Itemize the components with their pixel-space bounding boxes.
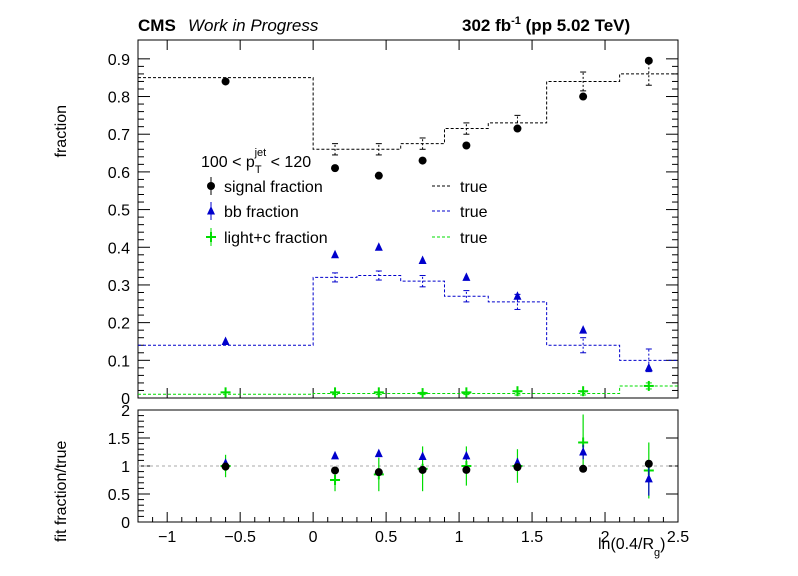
lower-x-tick-label: 2 xyxy=(601,529,610,546)
signal-fraction-point xyxy=(644,56,653,65)
light-fraction-point xyxy=(330,387,341,398)
bb-fraction-point xyxy=(331,249,340,259)
upper-y-tick-label: 0.1 xyxy=(108,353,130,370)
legend-signal-label: signal fraction xyxy=(224,179,323,196)
lower-y-tick-label: 0 xyxy=(121,515,130,532)
bb-ratio-point xyxy=(644,473,653,483)
legend-signal-marker xyxy=(207,182,215,190)
legend-light-label: light+c fraction xyxy=(224,230,328,247)
legend-bb-marker xyxy=(207,206,215,215)
legend-signal-true-label: true xyxy=(460,179,488,196)
upper-y-tick-label: 0.9 xyxy=(108,52,130,69)
upper-y-tick-label: 0.3 xyxy=(108,278,130,295)
signal-ratio-point xyxy=(644,459,653,468)
bb-fraction-point xyxy=(579,325,588,334)
bb-ratio-point xyxy=(579,447,588,456)
bb-fraction-point xyxy=(513,291,522,300)
upper-axis-ticks: 0 0.1 0.2 0.3 0.4 0.5 0.6 0.7 0.8 0.9 xyxy=(108,40,679,408)
bb-fraction-point xyxy=(462,272,471,281)
light-fraction-point xyxy=(643,380,654,391)
legend-light-true-label: true xyxy=(460,230,488,247)
signal-fraction-point xyxy=(462,141,471,150)
signal-ratio-point xyxy=(462,465,471,474)
upper-plot-frame xyxy=(137,39,679,399)
bb-fraction-point xyxy=(374,242,383,251)
signal-ratio-point xyxy=(418,465,427,474)
legend-markers xyxy=(206,177,452,246)
signal-ratio-point xyxy=(374,468,383,477)
upper-y-tick-label: 0.6 xyxy=(108,165,130,182)
lower-y-tick-label: 0.5 xyxy=(108,487,130,504)
light-ratio-point xyxy=(330,475,341,485)
lower-y-tick-label: 1.5 xyxy=(108,431,130,448)
lower-y-axis-label: fit fraction/true xyxy=(53,441,70,542)
bb-ratio-point xyxy=(331,450,340,460)
bb-ratio-point xyxy=(374,448,383,458)
legend: 100 < pTjet < 120 signal fraction bb fra… xyxy=(201,147,488,247)
upper-y-tick-label: 0.2 xyxy=(108,316,130,333)
signal-fraction-point xyxy=(418,156,427,165)
bb-fraction-point xyxy=(418,255,427,264)
upper-y-tick-label: 0.8 xyxy=(108,90,130,107)
signal-fraction-point xyxy=(221,77,230,86)
lower-x-tick-label: −1 xyxy=(158,529,176,546)
legend-bb-true-label: true xyxy=(460,204,488,221)
signal-fraction-point xyxy=(513,124,522,133)
bb-fraction-point xyxy=(644,362,653,372)
work-in-progress-label: Work in Progress xyxy=(188,16,319,35)
bb-ratio-point xyxy=(462,450,471,460)
x-axis-label: ln(0.4/Rg) xyxy=(598,536,665,559)
lower-x-tick-label: 0.5 xyxy=(375,529,397,546)
light-fraction-point xyxy=(578,386,589,397)
upper-y-tick-label: 0.4 xyxy=(108,240,130,257)
bb-ratio-point xyxy=(418,451,427,460)
light-true-histogram xyxy=(138,385,678,395)
light-fraction-point xyxy=(220,387,231,398)
light-fraction-point xyxy=(512,386,523,397)
legend-title: 100 < pTjet < 120 xyxy=(201,147,311,176)
light-fraction-point xyxy=(461,387,472,398)
upper-y-tick-label: 0.5 xyxy=(108,203,130,220)
upper-y-tick-label: 0.7 xyxy=(108,127,130,144)
signal-ratio-point xyxy=(221,462,230,471)
legend-bb-label: bb fraction xyxy=(224,204,299,221)
light-fraction-point xyxy=(373,387,384,398)
upper-y-tick-label: 0 xyxy=(121,391,130,408)
cms-label: CMS xyxy=(138,16,176,35)
signal-fraction-point xyxy=(374,171,383,180)
upper-data-points xyxy=(220,56,654,399)
bb-true-histogram xyxy=(138,275,678,361)
upper-y-axis-label: fraction xyxy=(53,105,70,157)
signal-ratio-point xyxy=(331,466,340,475)
true-histograms xyxy=(138,62,678,396)
signal-ratio-point xyxy=(513,463,522,472)
lower-x-tick-label: 1 xyxy=(455,529,464,546)
signal-ratio-point xyxy=(579,464,588,473)
lower-x-tick-label: −0.5 xyxy=(224,529,256,546)
signal-fraction-point xyxy=(331,164,340,173)
lower-axis-ticks: 0 0.5 1 1.5 2 −1 −0.5 0 0.5 1 1.5 2 2.5 xyxy=(108,403,689,546)
legend-light-marker xyxy=(206,232,216,242)
lower-x-tick-label: 2.5 xyxy=(667,529,689,546)
luminosity-label: 302 fb-1 (pp 5.02 TeV) xyxy=(462,15,630,35)
signal-true-histogram xyxy=(138,73,678,150)
signal-fraction-point xyxy=(579,92,588,101)
lower-x-tick-label: 1.5 xyxy=(521,529,543,546)
bb-fraction-point xyxy=(221,336,230,345)
light-fraction-point xyxy=(417,388,428,399)
lower-x-tick-label: 0 xyxy=(309,529,318,546)
lower-y-tick-label: 1 xyxy=(121,459,130,476)
ratio-data-points xyxy=(220,414,654,499)
lower-y-tick-label: 2 xyxy=(121,403,130,420)
